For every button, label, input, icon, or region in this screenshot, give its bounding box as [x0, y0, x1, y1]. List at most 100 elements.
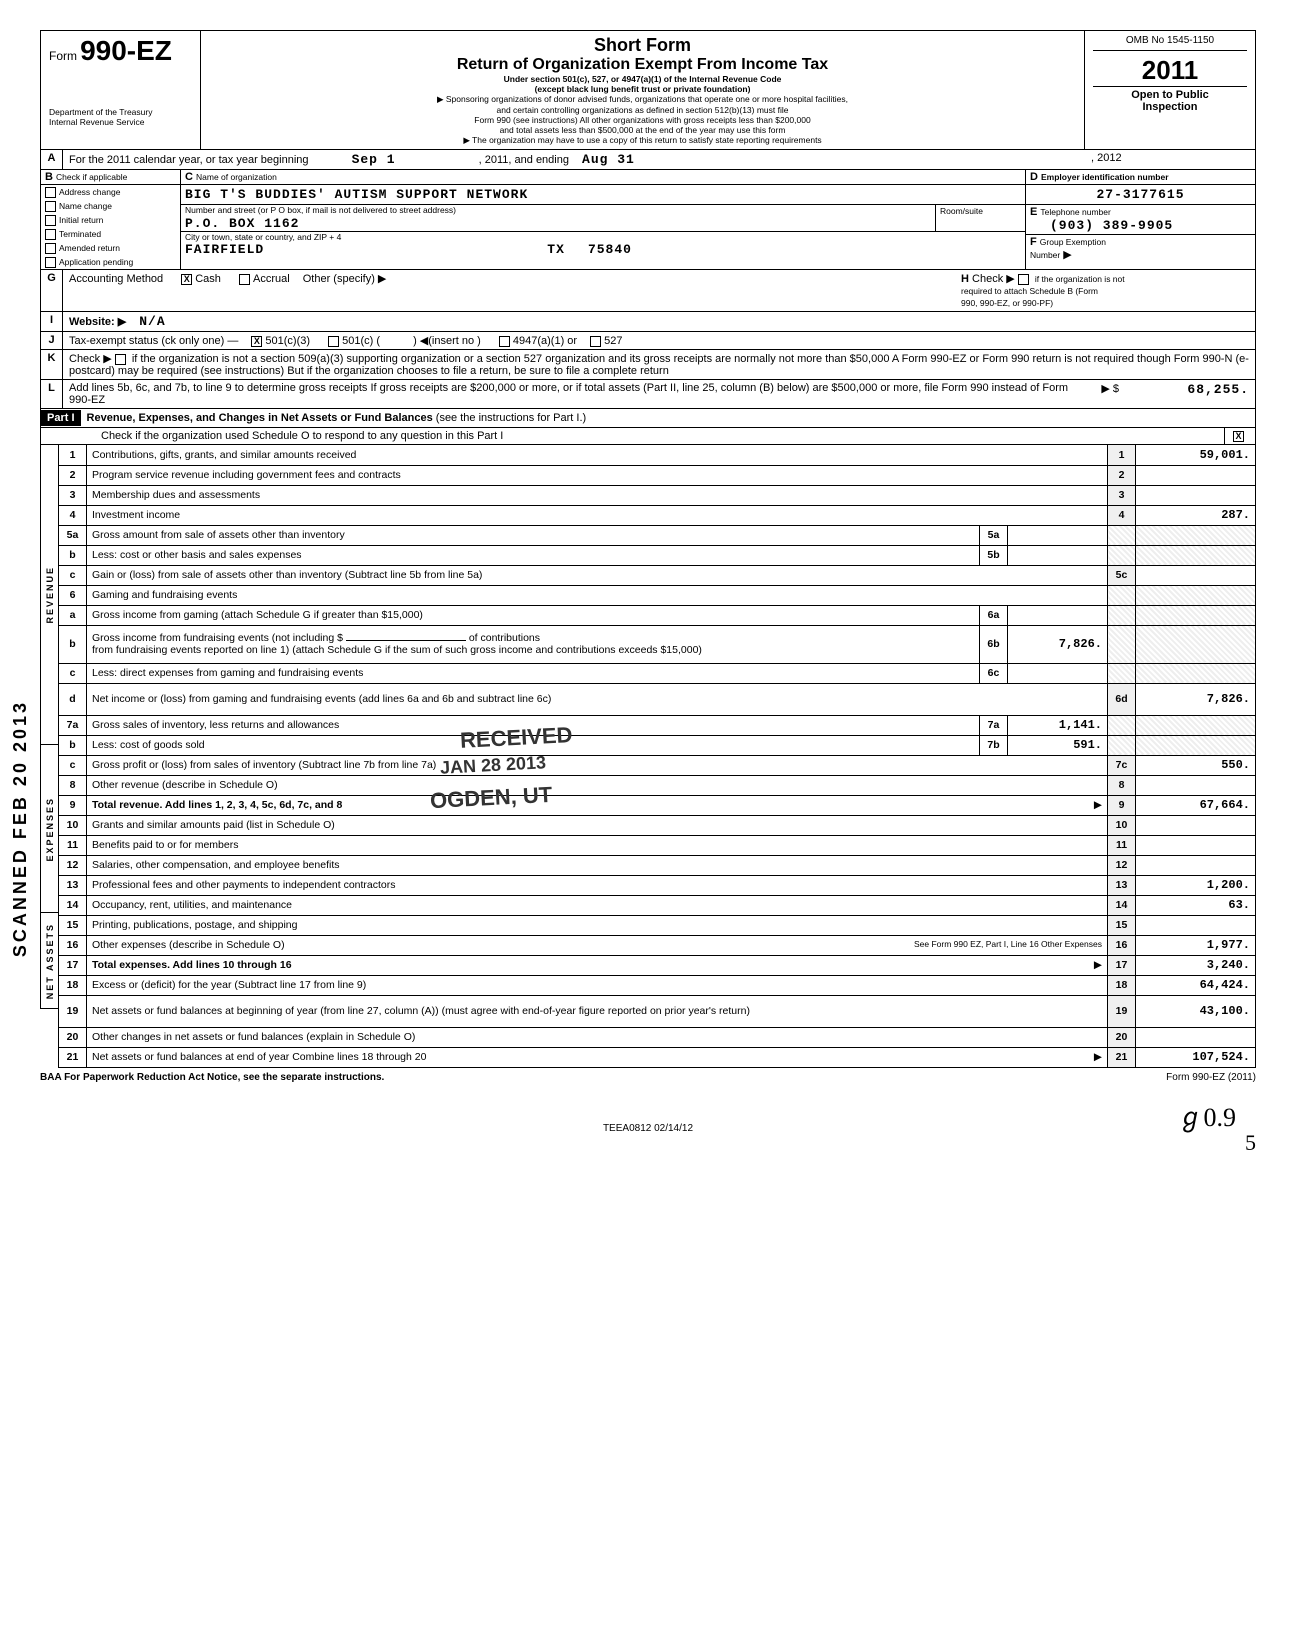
form-ref: Form 990-EZ (2011): [1166, 1072, 1256, 1083]
table-row: 8Other revenue (describe in Schedule O)8: [59, 775, 1256, 795]
table-row: 18Excess or (deficit) for the year (Subt…: [59, 975, 1256, 995]
table-row: cGross profit or (loss) from sales of in…: [59, 755, 1256, 775]
line-k-check: Check ▶: [69, 353, 112, 365]
initial-label: Initial return: [59, 215, 103, 225]
line-h-text4: 990, 990-EZ, or 990-PF): [961, 298, 1053, 308]
scanned-stamp: SCANNED FEB 20 2013: [10, 700, 31, 957]
phone-label: Telephone number: [1040, 207, 1110, 217]
footer-code: TEEA0812 02/14/12: [40, 1123, 1256, 1134]
dept-treasury: Department of the Treasury: [49, 107, 192, 117]
inspection: Inspection: [1142, 101, 1197, 113]
table-row: 13Professional fees and other payments t…: [59, 875, 1256, 895]
addr-label: Number and street (or P O box, if mail i…: [185, 205, 931, 215]
website-label: Website: ▶: [69, 316, 126, 328]
checkbox-terminated[interactable]: [45, 229, 56, 240]
table-row: cGain or (loss) from sale of assets othe…: [59, 565, 1256, 585]
checkbox-initial[interactable]: [45, 215, 56, 226]
arrow-icon: ▶: [1063, 249, 1071, 261]
table-row: 15Printing, publications, postage, and s…: [59, 915, 1256, 935]
table-row: bGross income from fundraising events (n…: [59, 625, 1256, 663]
line-a-mid: , 2011, and ending: [479, 154, 569, 166]
page-number: 5: [1245, 1130, 1256, 1156]
checkbox-527[interactable]: [590, 336, 601, 347]
ein-label: Employer identification number: [1041, 172, 1169, 182]
checkbox-501c3[interactable]: [251, 336, 262, 347]
part1-title: Revenue, Expenses, and Changes in Net As…: [87, 412, 433, 424]
form-header: Form 990-EZ Department of the Treasury I…: [40, 30, 1256, 150]
table-row: 20Other changes in net assets or fund ba…: [59, 1027, 1256, 1047]
checkbox-amended[interactable]: [45, 243, 56, 254]
table-row: 4Investment income4287.: [59, 505, 1256, 525]
line-f-label: F: [1030, 236, 1037, 248]
subtitle1: Under section 501(c), 527, or 4947(a)(1)…: [209, 74, 1076, 84]
tax-year-end-month: Aug 31: [582, 152, 635, 167]
line-l-label: L: [41, 380, 63, 408]
line-g-label: G: [41, 270, 63, 311]
line-l-amount: 68,255.: [1125, 380, 1255, 408]
website-value: N/A: [139, 314, 165, 329]
group-exempt-number: Number: [1030, 250, 1060, 260]
omb-number: OMB No 1545-1150: [1093, 35, 1247, 51]
baa-notice: BAA For Paperwork Reduction Act Notice, …: [40, 1072, 384, 1083]
checkbox-addr-change[interactable]: [45, 187, 56, 198]
line-l-text: Add lines 5b, 6c, and 7b, to line 9 to d…: [63, 380, 1085, 408]
subtitle3: ▶ Sponsoring organizations of donor advi…: [209, 94, 1076, 104]
footer: BAA For Paperwork Reduction Act Notice, …: [40, 1068, 1256, 1083]
return-title: Return of Organization Exempt From Incom…: [209, 56, 1076, 74]
checkbox-k[interactable]: [115, 354, 126, 365]
checkbox-4947[interactable]: [499, 336, 510, 347]
table-row: 16Other expenses (describe in Schedule O…: [59, 935, 1256, 955]
signature: ℊ0.9: [1177, 1097, 1236, 1134]
part1-paren: (see the instructions for Part I.): [436, 412, 586, 424]
irs: Internal Revenue Service: [49, 117, 192, 127]
org-state: TX: [547, 242, 565, 257]
org-zip: 75840: [588, 242, 632, 257]
revenue-section-label: REVENUE: [44, 562, 56, 628]
table-row: 11Benefits paid to or for members11: [59, 835, 1256, 855]
line-h-text3: required to attach Schedule B (Form: [961, 286, 1098, 296]
org-name: BIG T'S BUDDIES' AUTISM SUPPORT NETWORK: [181, 185, 1025, 205]
part1-check-text: Check if the organization used Schedule …: [41, 428, 1225, 444]
table-row: 3Membership dues and assessments3: [59, 485, 1256, 505]
checkbox-app-pending[interactable]: [45, 257, 56, 268]
org-city: FAIRFIELD: [185, 242, 264, 257]
line-b-label: B: [45, 171, 53, 183]
table-row: bLess: cost of goods sold7b591.: [59, 735, 1256, 755]
subtitle2: (except black lung benefit trust or priv…: [209, 84, 1076, 94]
501c-label: 501(c) (: [342, 335, 380, 347]
other-label: Other (specify) ▶: [303, 273, 387, 285]
open-public: Open to Public: [1131, 89, 1209, 101]
line-e-label: E: [1030, 206, 1037, 218]
checkbox-cash[interactable]: [181, 274, 192, 285]
table-row: 21Net assets or fund balances at end of …: [59, 1047, 1256, 1067]
checkbox-h[interactable]: [1018, 274, 1029, 285]
room-suite-label: Room/suite: [935, 205, 1025, 230]
checkbox-name-change[interactable]: [45, 201, 56, 212]
line-h-text2: if the organization is not: [1035, 274, 1125, 284]
table-row: 19Net assets or fund balances at beginni…: [59, 995, 1256, 1027]
line-a-text: For the 2011 calendar year, or tax year …: [69, 154, 309, 166]
tax-exempt-label: Tax-exempt status (ck only one) —: [69, 335, 238, 347]
line-k-body: if the organization is not a section 509…: [69, 353, 1249, 377]
accounting-method-label: Accounting Method: [69, 273, 163, 285]
tax-year: 2011: [1093, 55, 1247, 86]
checkbox-accrual[interactable]: [239, 274, 250, 285]
line-c-label: C: [185, 171, 193, 183]
table-row: dNet income or (loss) from gaming and fu…: [59, 683, 1256, 715]
addr-change-label: Address change: [59, 187, 120, 197]
checkbox-501c[interactable]: [328, 336, 339, 347]
check-if-applicable: Check if applicable: [56, 172, 127, 182]
app-pending-label: Application pending: [59, 257, 133, 267]
lines-table: 1Contributions, gifts, grants, and simil…: [58, 445, 1256, 1068]
line-i-label: I: [41, 312, 63, 331]
form-label: Form: [49, 49, 77, 63]
form-number: 990-EZ: [80, 35, 172, 66]
ein-value: 27-3177615: [1026, 185, 1255, 205]
table-row: 9Total revenue. Add lines 1, 2, 3, 4, 5c…: [59, 795, 1256, 815]
table-row: 14Occupancy, rent, utilities, and mainte…: [59, 895, 1256, 915]
table-row: 12Salaries, other compensation, and empl…: [59, 855, 1256, 875]
checkbox-schedule-o[interactable]: [1233, 431, 1244, 442]
subtitle6: and total assets less than $500,000 at t…: [209, 125, 1076, 135]
table-row: 2Program service revenue including gover…: [59, 465, 1256, 485]
501c3-label: 501(c)(3): [265, 335, 310, 347]
